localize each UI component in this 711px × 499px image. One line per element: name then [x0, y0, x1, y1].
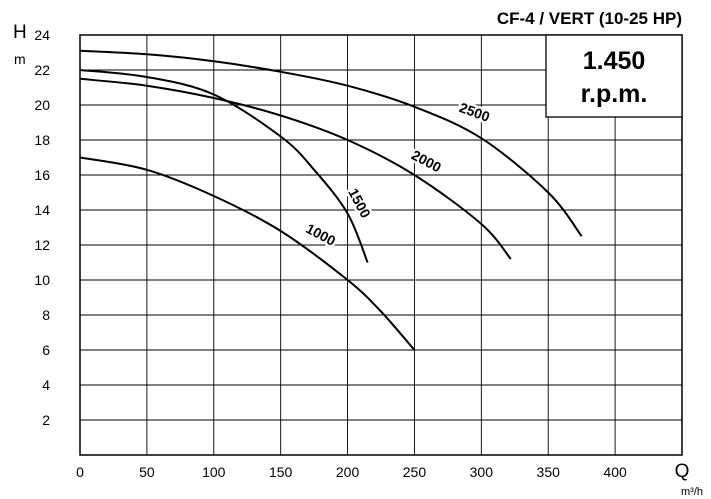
y-tick-label: 2: [42, 412, 50, 428]
y-axis-letter: H: [13, 22, 27, 43]
grid-lines: [80, 35, 682, 455]
curve-label-text: 2500: [457, 99, 492, 125]
x-axis-unit: m³/h: [681, 486, 703, 498]
y-tick-label: 24: [34, 27, 50, 43]
speed-box: [545, 34, 683, 118]
curve-1000: [79, 156, 416, 351]
y-tick-label: 4: [42, 377, 50, 393]
x-tick-label: 400: [603, 464, 627, 480]
x-tick-label: 0: [76, 464, 84, 480]
x-tick-label: 50: [139, 464, 155, 480]
curve-2000: [79, 77, 512, 260]
x-axis-letter: Q: [675, 461, 690, 482]
speed-value: 1.450: [583, 47, 646, 75]
pump-curves: [79, 49, 583, 351]
plot-frame: [79, 34, 683, 456]
x-tick-label: 150: [269, 464, 293, 480]
y-tick-label: 8: [42, 307, 50, 323]
curve-1500: [79, 69, 369, 263]
y-tick-label: 20: [34, 97, 50, 113]
y-tick-label: 22: [34, 62, 50, 78]
y-tick-label: 12: [34, 237, 50, 253]
x-tick-label: 300: [470, 464, 494, 480]
x-tick-label: 200: [336, 464, 360, 480]
y-tick-label: 6: [42, 342, 50, 358]
curve-2500: [79, 49, 583, 237]
x-tick-labels: 0 50 100 150 200 250 300 350 400: [76, 464, 627, 480]
y-tick-label: 10: [34, 272, 50, 288]
speed-unit: r.p.m.: [581, 80, 648, 108]
x-tick-label: 350: [537, 464, 561, 480]
y-tick-label: 18: [34, 132, 50, 148]
x-tick-label: 250: [403, 464, 427, 480]
x-tick-label: 100: [202, 464, 226, 480]
y-axis-unit: m: [14, 51, 26, 67]
y-tick-label: 16: [34, 167, 50, 183]
y-tick-label: 14: [34, 202, 50, 218]
chart-title: CF-4 / VERT (10-25 HP): [497, 9, 682, 28]
